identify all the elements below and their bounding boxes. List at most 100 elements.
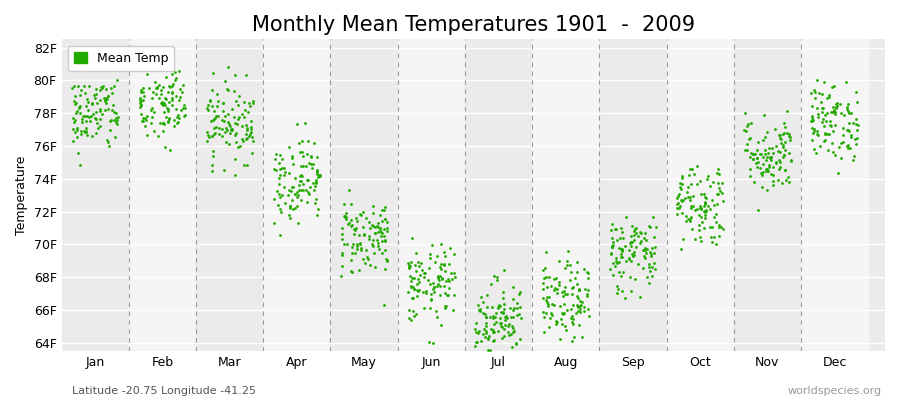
Point — [485, 304, 500, 310]
Point — [488, 314, 502, 320]
Point — [572, 322, 587, 329]
Point — [703, 183, 717, 189]
Point — [145, 105, 159, 112]
Point — [243, 130, 257, 137]
Point — [698, 214, 712, 221]
Point — [757, 112, 771, 118]
Point — [201, 132, 215, 138]
Point — [751, 207, 765, 213]
Point — [806, 86, 821, 93]
Point — [158, 114, 173, 120]
Point — [671, 191, 686, 197]
Point — [771, 132, 786, 138]
Point — [75, 116, 89, 122]
Point — [509, 312, 524, 318]
Point — [303, 160, 318, 167]
Point — [746, 156, 760, 162]
Point — [66, 138, 80, 144]
Point — [760, 187, 774, 194]
Point — [691, 212, 706, 219]
Point — [356, 231, 371, 238]
Point — [831, 170, 845, 176]
Point — [558, 291, 572, 298]
Point — [287, 204, 302, 211]
Point — [850, 121, 864, 127]
Point — [510, 305, 525, 311]
Point — [623, 274, 637, 280]
Point — [293, 196, 308, 203]
Point — [161, 83, 176, 90]
Point — [764, 156, 778, 163]
Point — [489, 309, 503, 316]
Point — [271, 202, 285, 208]
Point — [334, 231, 348, 238]
Point — [766, 164, 780, 170]
Point — [566, 321, 580, 327]
Point — [472, 306, 487, 312]
Point — [374, 230, 389, 236]
Point — [90, 100, 104, 106]
Point — [295, 138, 310, 144]
Point — [676, 236, 690, 242]
Point — [703, 206, 717, 212]
Point — [671, 192, 686, 199]
Point — [220, 119, 235, 126]
Point — [378, 265, 392, 272]
Point — [777, 152, 791, 159]
Point — [470, 338, 484, 345]
Point — [742, 136, 756, 142]
Point — [814, 105, 829, 111]
Point — [101, 93, 115, 99]
Point — [697, 191, 711, 198]
Point — [571, 268, 585, 275]
Point — [550, 286, 564, 292]
Point — [496, 326, 510, 333]
Point — [172, 68, 186, 74]
Point — [220, 111, 235, 118]
Point — [202, 96, 217, 103]
Point — [231, 92, 246, 99]
Point — [68, 83, 82, 89]
Point — [545, 312, 560, 318]
Point — [377, 207, 392, 213]
Point — [776, 144, 790, 150]
Point — [238, 107, 252, 113]
Point — [94, 84, 108, 90]
Point — [507, 305, 521, 312]
Point — [843, 132, 858, 138]
Point — [472, 328, 487, 334]
Point — [367, 224, 382, 230]
Point — [344, 200, 358, 207]
Point — [829, 105, 843, 112]
Point — [512, 336, 526, 342]
Point — [205, 168, 220, 174]
Point — [446, 250, 461, 257]
Point — [282, 144, 296, 150]
Point — [763, 154, 778, 160]
Point — [79, 125, 94, 131]
Point — [504, 330, 518, 337]
Point — [638, 245, 652, 251]
Point — [81, 99, 95, 106]
Point — [634, 238, 648, 244]
Point — [156, 84, 170, 90]
Point — [225, 105, 239, 112]
Title: Monthly Mean Temperatures 1901  -  2009: Monthly Mean Temperatures 1901 - 2009 — [252, 15, 695, 35]
Point — [74, 86, 88, 93]
Point — [403, 263, 418, 269]
Point — [215, 133, 230, 140]
Point — [675, 175, 689, 182]
Point — [778, 166, 792, 173]
Point — [292, 220, 306, 226]
Point — [299, 187, 313, 194]
Point — [293, 163, 308, 169]
Point — [290, 121, 304, 128]
Point — [846, 120, 860, 126]
Point — [636, 253, 651, 259]
Point — [766, 172, 780, 178]
Point — [763, 154, 778, 160]
Point — [161, 88, 176, 95]
Point — [288, 191, 302, 197]
Point — [156, 102, 170, 109]
Point — [93, 97, 107, 104]
